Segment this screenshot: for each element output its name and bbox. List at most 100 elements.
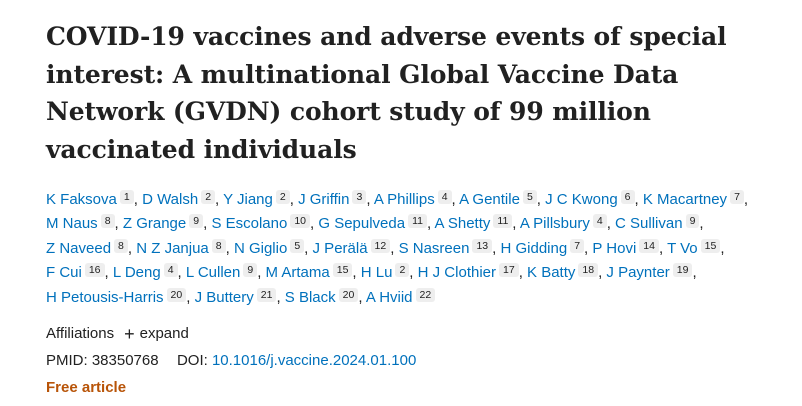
affiliation-number[interactable]: 8 <box>211 238 226 253</box>
author-name-link[interactable]: J Griffin <box>298 191 350 208</box>
affiliation-number[interactable]: 10 <box>290 214 311 229</box>
author-item: N Giglio 5, <box>233 238 309 257</box>
author-item: G Sepulveda 11, <box>318 214 432 233</box>
author-name-link[interactable]: C Sullivan <box>615 215 683 233</box>
author-item: K Macartney 7, <box>642 190 749 208</box>
author-name-link[interactable]: L Deng <box>112 264 161 282</box>
affiliation-number[interactable]: 15 <box>332 263 353 278</box>
author-name-link[interactable]: H Lu <box>360 264 393 282</box>
article-title: COVID-19 vaccines and adverse events of … <box>46 22 727 164</box>
author-name-link[interactable]: K Macartney <box>642 191 728 208</box>
author-name-link[interactable]: M Naus <box>46 215 98 233</box>
author-name-link[interactable]: D Walsh <box>142 191 199 208</box>
author-name-link[interactable]: J Buttery <box>194 288 254 306</box>
author-item: M Artama 15, <box>265 263 357 282</box>
author-name-link[interactable]: S Nasreen <box>398 239 470 257</box>
affiliation-number[interactable]: 4 <box>437 190 452 204</box>
author-name-link[interactable]: J Paynter <box>606 264 670 282</box>
affiliation-number[interactable]: 13 <box>472 238 493 253</box>
author-name-link[interactable]: A Hviid <box>365 288 413 306</box>
author-item: H J Clothier 17, <box>417 263 523 282</box>
affiliation-number[interactable]: 14 <box>639 238 659 253</box>
affiliation-number[interactable]: 2 <box>395 263 410 278</box>
affiliation-number[interactable]: 5 <box>290 238 305 253</box>
author-name-link[interactable]: F Cui <box>46 264 82 282</box>
affiliation-number[interactable]: 3 <box>352 190 367 204</box>
author-item: J Buttery 21, <box>194 287 281 306</box>
affiliation-number[interactable]: 9 <box>243 263 258 278</box>
author-name-link[interactable]: A Gentile <box>459 191 520 208</box>
plus-icon: + <box>124 324 135 345</box>
affiliation-number[interactable]: 7 <box>570 238 585 253</box>
author-item: C Sullivan 9, <box>615 214 704 233</box>
author-name-link[interactable]: N Giglio <box>233 239 288 257</box>
author-name-link[interactable]: T Vo <box>667 239 698 257</box>
author-list: K Faksova 1, D Walsh 2, Y Jiang 2, J Griffi… <box>46 188 766 310</box>
author-name-link[interactable]: Z Grange <box>122 215 187 233</box>
affiliation-number[interactable]: 19 <box>672 263 693 278</box>
author-name-link[interactable]: K Batty <box>527 264 576 282</box>
author-item: K Batty 18, <box>527 263 603 282</box>
author-item: Z Naveed 8, <box>46 238 133 257</box>
affiliation-number[interactable]: 15 <box>700 238 721 253</box>
affiliation-number[interactable]: 20 <box>338 287 359 302</box>
identifiers-row: PMID: 38350768 DOI: 10.1016/j.vaccine.20… <box>46 351 786 371</box>
author-item: D Walsh 2, <box>142 190 220 208</box>
affiliation-number[interactable]: 18 <box>578 263 599 278</box>
doi-label: DOI: <box>176 352 208 370</box>
author-name-link[interactable]: P Hovi <box>592 239 637 257</box>
author-name-link[interactable]: K Faksova <box>46 191 117 208</box>
affiliation-number[interactable]: 4 <box>163 263 178 278</box>
affiliation-number[interactable]: 1 <box>119 190 134 204</box>
affiliation-number[interactable]: 11 <box>493 214 513 229</box>
affiliation-number[interactable]: 8 <box>114 238 128 253</box>
affiliation-number[interactable]: 6 <box>620 190 635 204</box>
affiliation-number[interactable]: 2 <box>201 190 216 204</box>
affiliation-number[interactable]: 4 <box>592 214 607 229</box>
article-header: COVID-19 vaccines and adverse events of … <box>46 18 786 398</box>
author-name-link[interactable]: J Perälä <box>312 239 368 257</box>
affiliation-number[interactable]: 9 <box>189 214 204 229</box>
author-item: H Lu 2, <box>360 263 414 282</box>
author-name-link[interactable]: N Z Janjua <box>136 239 209 257</box>
author-name-link[interactable]: M Artama <box>265 264 330 282</box>
author-name-link[interactable]: A Pillsbury <box>519 215 590 233</box>
author-name-link[interactable]: G Sepulveda <box>318 215 406 233</box>
author-item: F Cui 16, <box>46 263 109 282</box>
author-name-link[interactable]: H Petousis-Harris <box>46 288 164 306</box>
author-name-link[interactable]: S Black <box>284 288 336 306</box>
affiliation-number[interactable]: 20 <box>166 287 187 302</box>
affiliation-number[interactable]: 9 <box>685 214 700 229</box>
author-name-link[interactable]: H J Clothier <box>417 264 496 282</box>
author-name-link[interactable]: A Shetty <box>434 215 491 233</box>
affiliation-number[interactable]: 7 <box>730 190 744 204</box>
author-name-link[interactable]: J C Kwong <box>545 191 618 208</box>
author-name-link[interactable]: S Escolano <box>211 215 288 233</box>
affiliations-expand-button[interactable]: + expand <box>124 324 189 344</box>
affiliation-number[interactable]: 12 <box>370 238 391 253</box>
affiliation-number[interactable]: 8 <box>100 214 115 229</box>
affiliation-number[interactable]: 21 <box>256 287 277 302</box>
doi-link[interactable]: 10.1016/j.vaccine.2024.01.100 <box>211 352 417 370</box>
author-name-link[interactable]: L Cullen <box>185 264 241 282</box>
author-name-link[interactable]: A Phillips <box>373 191 435 208</box>
affiliations-label: Affiliations <box>46 325 115 343</box>
author-item: L Deng 4, <box>112 263 182 282</box>
affiliation-number[interactable]: 16 <box>84 263 105 278</box>
affiliation-number[interactable]: 22 <box>415 287 436 302</box>
author-item: A Shetty 11, <box>434 214 517 233</box>
author-name-link[interactable]: H Gidding <box>500 239 568 257</box>
affiliation-number[interactable]: 17 <box>499 263 519 278</box>
author-name-link[interactable]: Y Jiang <box>223 191 273 208</box>
affiliation-number[interactable]: 11 <box>408 214 427 229</box>
author-item: M Naus 8, <box>46 214 119 233</box>
author-item: L Cullen 9, <box>185 263 262 282</box>
author-name-link[interactable]: Z Naveed <box>46 239 112 257</box>
affiliation-number[interactable]: 5 <box>522 190 537 204</box>
author-item: K Faksova 1, <box>46 190 138 208</box>
author-item: H Gidding 7, <box>500 238 589 257</box>
pmid-value: 38350768 <box>91 352 159 370</box>
affiliations-row: Affiliations + expand <box>46 324 786 344</box>
author-item: S Nasreen 13, <box>398 238 497 257</box>
affiliation-number[interactable]: 2 <box>275 190 290 204</box>
